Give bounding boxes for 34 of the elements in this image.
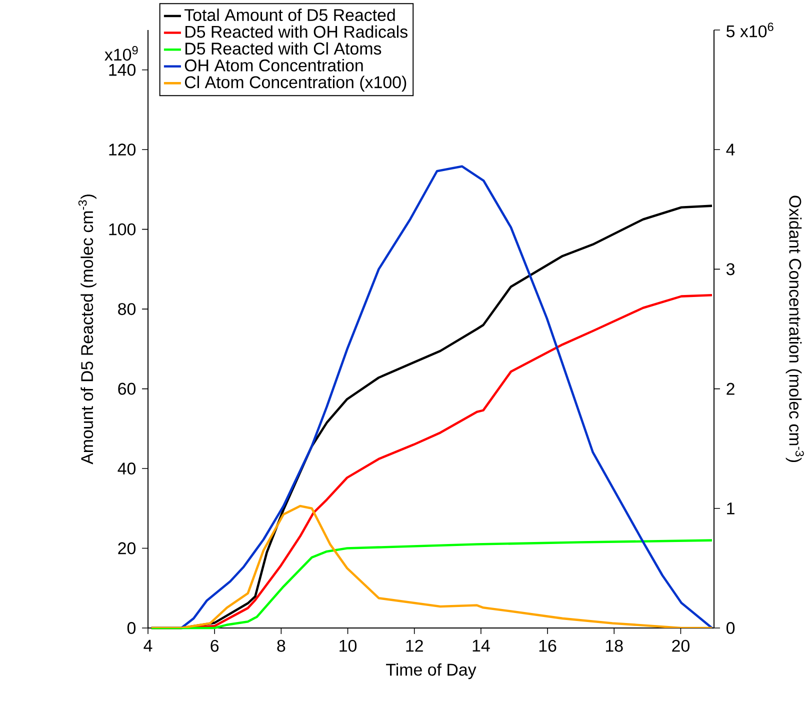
y2-tick-label: 2 [726, 382, 734, 395]
legend-label: D5 Reacted with Cl Atoms [185, 42, 382, 55]
y2-tick-label: 3 [726, 263, 734, 276]
y2-tick-label: 1 [727, 502, 734, 514]
x-tick-label: 16 [539, 640, 556, 652]
x-tick-label: 10 [340, 640, 357, 652]
legend-label: D5 Reacted with OH Radicals [185, 25, 408, 38]
text: x10$^{9}$ [104, 46, 138, 61]
x-tick-label: 14 [472, 640, 490, 652]
x-tick-label: 4 [144, 640, 152, 652]
x-tick-label: 12 [406, 640, 423, 652]
x-tick-label: 8 [277, 640, 286, 652]
y-tick-label: 20 [118, 542, 136, 554]
x-axis-title: Time of Day [386, 663, 476, 680]
x-tick-label: 6 [210, 640, 219, 652]
x-tick-label: 20 [672, 640, 690, 652]
y-axis-title: Amount of D5 Reacted (molec cm$^{-3}$) [78, 194, 96, 464]
y-tick-label: 140 [109, 64, 136, 76]
y-tick-label: 0 [127, 622, 136, 634]
text: x10$^{6}$ [740, 22, 774, 38]
y-tick-label: 40 [118, 462, 136, 475]
line-series [150, 504, 714, 628]
y2-axis-title: Oxidant Concentration (molec cm$^{-3}$) [786, 196, 804, 462]
y-tick-label: 120 [109, 144, 136, 156]
y2-tick-label: 4 [726, 144, 735, 156]
y-tick-label: 80 [118, 303, 136, 316]
legend-label: Total Amount of D5 Reacted [184, 8, 395, 22]
y-tick-label: 60 [118, 382, 136, 395]
y-tick-label: 100 [109, 223, 136, 236]
legend-label: OH Atom Concentration [184, 58, 363, 72]
y2-tick-label: 5 [726, 26, 735, 38]
legend-label: Cl Atom Concentration (x100) [184, 76, 406, 92]
x-tick-label: 18 [606, 640, 623, 652]
y2-tick-label: 0 [726, 622, 735, 634]
